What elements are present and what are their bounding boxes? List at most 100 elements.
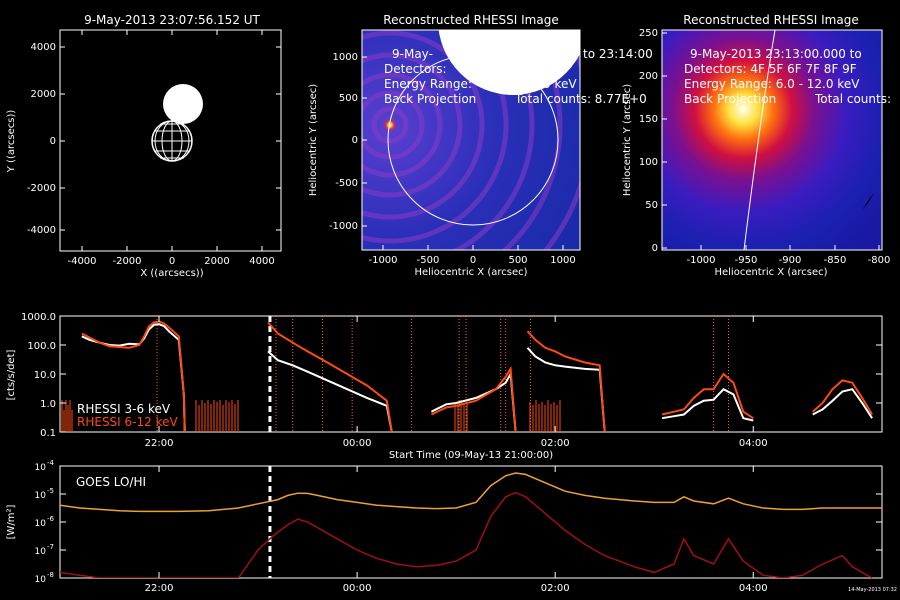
lightcurve-y-label: [cts/s/det]	[6, 350, 17, 401]
panel-3-info: Back Projection	[684, 92, 776, 106]
goes-frame	[59, 465, 883, 579]
lightcurve-axes: 0.1 1.0 10.0 100.0 1000.0 22:00 00:00 02:00 04:0…	[21, 312, 882, 449]
panel-3-title: Reconstructed RHESSI Image	[683, 13, 858, 27]
lightcurve-y-tick: 1000.0	[21, 312, 56, 323]
rhessi-series-line	[430, 370, 517, 432]
lightcurve-y-tick: 10.0	[34, 370, 56, 381]
panel-1-x-tick: 4000	[249, 256, 274, 267]
lightcurve-markers	[156, 316, 729, 432]
goes-series	[60, 472, 882, 578]
panel-3-x-tick: -950	[735, 255, 758, 266]
panel-2-info: 9-May-	[392, 47, 433, 61]
panel-1-solar-map: 9-May-2013 23:07:56.152 UT -4000 -2000 0…	[6, 13, 282, 279]
panel-1-title: 9-May-2013 23:07:56.152 UT	[84, 13, 260, 27]
goes-y-tick-exponent: -8	[47, 571, 54, 579]
lightcurve-x-tick: 02:00	[541, 438, 570, 449]
goes-axes: 10-410-510-610-710 -822:00 00:00 02:00 04:00	[35, 459, 882, 594]
lightcurve-frame	[59, 315, 883, 433]
goes-y-tick: 10	[35, 547, 47, 557]
occulting-disk	[438, 30, 580, 95]
panel-1-y-tick: 0	[50, 136, 56, 147]
panel-1-y-tick: -2000	[27, 183, 56, 194]
panel-3-y-tick: 250	[639, 28, 658, 39]
rhessi-series-line	[812, 379, 873, 416]
goes-y-tick-exponent: -4	[47, 459, 55, 467]
rhessi-series-line	[661, 387, 754, 422]
panel-1-y-tick: 2000	[31, 89, 56, 100]
panel-3-info: 9-May-2013 23:13:00.000 to	[690, 47, 862, 61]
panel-2-rhessi-image: Reconstructed RHESSI Image 9-May- to 23:…	[308, 13, 653, 278]
panel-2-x-tick: 500	[508, 255, 527, 266]
panel-3-x-tick: -1000	[686, 255, 715, 266]
panel-2-y-tick: 500	[339, 93, 358, 104]
panel-2-x-label: Heliocentric X (arcsec)	[414, 267, 527, 278]
goes-y-tick-exponent: -7	[47, 543, 54, 551]
rhessi-series-line	[267, 350, 393, 432]
panel-2-info: Back Projection	[384, 92, 476, 106]
panel-3-plot-frame	[661, 29, 883, 251]
panel-2-x-tick: 0	[470, 255, 476, 266]
lightcurve-y-tick: 0.1	[40, 428, 56, 439]
goes-x-tick: 22:00	[145, 583, 174, 594]
rhessi-series-line	[812, 388, 873, 419]
goes-y-tick: 10	[35, 491, 47, 501]
lightcurve-x-tick: 04:00	[739, 438, 768, 449]
panel-3-x-tick: -800	[868, 255, 891, 266]
panel-1-x-tick: 2000	[204, 256, 229, 267]
flare-source	[383, 118, 397, 132]
panel-3-y-tick: 100	[639, 157, 658, 168]
lightcurve-y-tick: 1.0	[40, 399, 56, 410]
panel-2-x-tick: 1000	[550, 255, 575, 266]
panel-3-x-tick: -900	[779, 255, 802, 266]
goes-y-tick: 10	[35, 463, 47, 473]
panel-3-y-tick: 200	[639, 71, 658, 82]
panel-2-y-tick: -1000	[329, 221, 358, 232]
goes-x-tick: 00:00	[343, 583, 372, 594]
lightcurve-series	[81, 320, 873, 432]
goes-legend: GOES LO/HI	[76, 475, 146, 489]
goes-series-line	[60, 491, 873, 578]
panel-3-y-label: Heliocentric Y (arcsec)	[622, 84, 633, 196]
panel-1-x-tick: -4000	[67, 256, 96, 267]
legend-rhessi-high: RHESSI 6-12 keV	[77, 415, 178, 429]
goes-y-tick: 10	[35, 519, 47, 529]
panel-2-info: Energy Range:	[384, 77, 472, 91]
panel-2-y-tick: 1000	[333, 52, 358, 63]
panel-1-y-label: Y ((arcsecs))	[6, 110, 17, 174]
panel-3-x-label: Heliocentric X (arcsec)	[714, 267, 827, 278]
rhessi-series-line	[267, 321, 393, 432]
rhessi-series-line	[526, 347, 606, 432]
goes-x-tick: 04:00	[739, 583, 768, 594]
rhessi-series-line	[526, 330, 606, 432]
panel-3-y-tick: 150	[639, 114, 658, 125]
lightcurve-x-label: Start Time (09-May-13 21:00:00)	[389, 450, 553, 461]
panel-2-info: Detectors:	[384, 62, 447, 76]
sunspot-feature	[862, 193, 874, 210]
goes-series-line	[60, 472, 882, 513]
panel-1-x-label: X ((arcsecs))	[140, 268, 203, 279]
goes-panel: 10-410-510-610-710 -822:00 00:00 02:00 04:00…	[6, 459, 897, 594]
back-projection-rings	[362, 30, 580, 250]
panel-2-tick-marks	[362, 56, 564, 250]
panel-3-x-tick: -850	[824, 255, 847, 266]
panel-3-y-tick: 0	[652, 243, 658, 254]
goes-timestamp: 14-May-2013 07:32	[848, 587, 897, 593]
panel-3-info: Detectors: 4F 5F 6F 7F 8F 9F	[684, 62, 857, 76]
panel-1-x-tick: -2000	[112, 256, 141, 267]
goes-y-tick-exponent: -5	[47, 487, 54, 495]
goes-y-tick-exponent: -6	[47, 515, 55, 523]
fov-disk	[163, 84, 203, 124]
panel-1-y-tick: -4000	[27, 225, 56, 236]
panel-2-y-tick: 0	[352, 135, 358, 146]
rhessi-series-line	[661, 372, 754, 420]
panel-1-y-tick: 4000	[31, 42, 56, 53]
goes-y-label: [W/m²]	[6, 504, 17, 539]
panel-2-y-tick: -500	[335, 178, 358, 189]
solar-limb-arc	[743, 30, 776, 250]
goes-x-tick: 02:00	[541, 583, 570, 594]
panel-2-info: to 23:14:00	[583, 47, 653, 61]
panel-2-x-tick: -500	[417, 255, 440, 266]
panel-2-y-label: Heliocentric Y (arcsec)	[308, 84, 319, 196]
panel-2-title: Reconstructed RHESSI Image	[383, 13, 558, 27]
